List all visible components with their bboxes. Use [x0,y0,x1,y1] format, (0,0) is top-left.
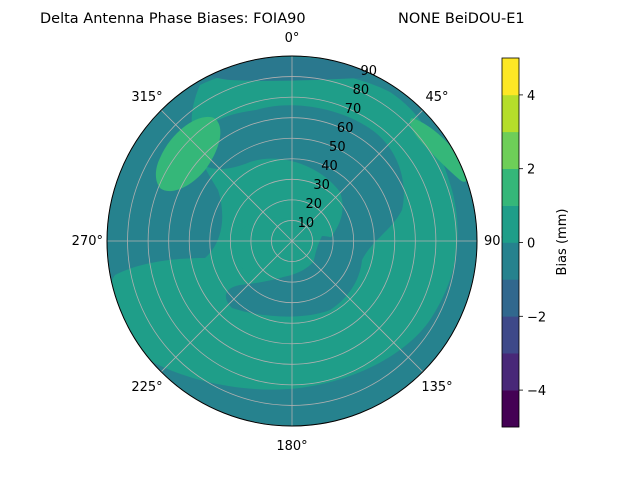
theta-label-180: 180° [276,439,307,454]
contour-north-rim [206,57,367,81]
colorbar-tick-label--2: −2 [527,310,546,325]
r-tick-label-80: 80 [353,83,370,98]
contour-south-tongue [302,236,349,308]
r-tick-label-60: 60 [337,121,354,136]
colorbar-ticks: −4 −2 0 2 4 [519,89,546,399]
colorbar-swatch-0 [502,390,519,428]
colorbar-tick-label-4: 4 [527,89,535,104]
theta-label-0: 0° [285,31,300,46]
r-tick-label-90: 90 [361,64,378,79]
r-tick-label-10: 10 [298,216,315,231]
r-tick-labels: 10 20 30 40 50 60 70 80 90 [298,64,377,231]
r-tick-label-50: 50 [329,140,346,155]
r-tick-label-40: 40 [321,159,338,174]
contour-ne-patch [410,118,468,182]
chart-title-right: NONE BeiDOU-E1 [398,11,525,27]
colorbar-swatch-2 [502,316,519,354]
theta-label-270: 270° [72,234,103,249]
theta-label-225: 225° [131,380,162,395]
colorbar-swatches [502,58,519,428]
grid-spoke-45 [291,109,424,242]
colorbar-swatch-7 [502,131,519,169]
r-tick-label-30: 30 [313,178,330,193]
colorbar-swatch-8 [502,94,519,133]
colorbar-tick-label-0: 0 [527,237,535,252]
r-tick-label-20: 20 [305,197,322,212]
contour-inner-lobe [234,217,318,279]
polar-grid [106,55,478,427]
contour-nw-patch [155,116,221,192]
colorbar-swatch-9 [502,58,519,96]
theta-label-315: 315° [131,90,162,105]
grid-spoke-135 [291,240,424,373]
colorbar-tick-label-2: 2 [527,163,535,178]
polar-plot: 0° 45° 90° 135° 180° 225° 270° 315° 10 20… [72,31,507,454]
theta-tick-labels: 0° 45° 90° 135° 180° 225° 270° 315° [72,31,507,454]
colorbar-swatch-5 [502,205,519,243]
theta-label-135: 135° [421,380,452,395]
colorbar-swatch-3 [502,279,519,317]
polar-frame [106,55,478,427]
theta-label-45: 45° [425,90,448,105]
grid-spoke-315 [160,109,293,242]
r-tick-label-70: 70 [345,102,362,117]
colorbar-swatch-4 [502,242,519,280]
grid-spoke-225 [160,240,293,373]
colorbar-label: Bias (mm) [555,209,570,276]
theta-label-90: 90° [484,234,507,249]
colorbar-tick-label--4: −4 [527,384,546,399]
colorbar: −4 −2 0 2 4 Bias (mm) [501,57,570,428]
colorbar-swatch-6 [502,168,519,206]
colorbar-swatch-1 [502,353,519,391]
chart-title-left: Delta Antenna Phase Biases: FOIA90 [40,11,306,27]
